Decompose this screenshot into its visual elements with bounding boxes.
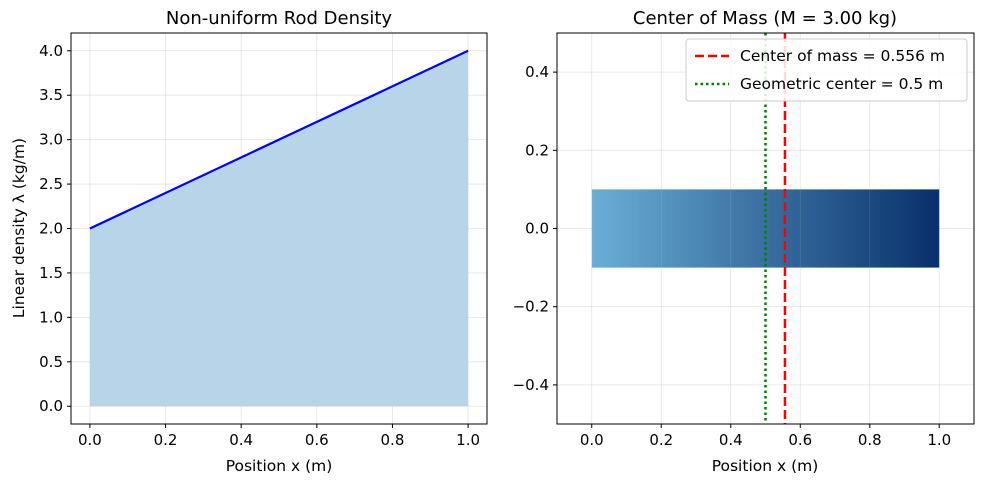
x-tick-label: 1.0 xyxy=(927,431,951,449)
legend-box xyxy=(685,38,968,102)
x-tick-label: 0.2 xyxy=(154,431,178,449)
x-tick-label: 0.8 xyxy=(858,431,882,449)
y-axis-ticks: 0.0 0.5 1.0 1.5 2.0 2.5 3.0 3.5 4.0 xyxy=(39,42,71,415)
y-tick-label: 0.0 xyxy=(39,397,63,415)
y-tick-label: 1.5 xyxy=(39,264,63,282)
y-tick-label: 3.5 xyxy=(39,86,63,104)
x-tick-label: 0.4 xyxy=(719,431,743,449)
chart-title: Center of Mass (M = 3.00 kg) xyxy=(633,8,897,29)
x-tick-label: 0.4 xyxy=(229,431,253,449)
y-tick-label: 1.0 xyxy=(39,308,63,326)
x-tick-label: 0.8 xyxy=(381,431,405,449)
plot-marks xyxy=(591,33,940,424)
density-line xyxy=(89,49,469,230)
x-axis-label: Position x (m) xyxy=(712,457,819,475)
y-tick-label: 4.0 xyxy=(39,42,63,60)
x-tick-label: 0.0 xyxy=(78,431,102,449)
x-axis-label: Position x (m) xyxy=(226,457,333,475)
x-tick-label: 0.2 xyxy=(649,431,673,449)
x-tick-label: 0.0 xyxy=(580,431,604,449)
y-tick-label: 0.5 xyxy=(39,353,63,371)
legend-label-center-of-mass: Center of mass = 0.556 m xyxy=(740,47,945,65)
x-tick-label: 0.6 xyxy=(305,431,329,449)
density-plot: 0.0 0.2 0.4 0.6 0.8 1.0 0.0 0.5 1.0 1.5 2.0 2.5 3.0… xyxy=(10,8,488,475)
y-tick-label: 3.0 xyxy=(39,131,63,149)
legend: Center of mass = 0.556 m Geometric cente… xyxy=(685,38,968,102)
y-axis-label: Linear density λ (kg/m) xyxy=(10,138,28,318)
x-tick-label: 0.6 xyxy=(788,431,812,449)
rod xyxy=(591,189,940,268)
density-area xyxy=(89,50,469,407)
y-tick-label: 0.2 xyxy=(525,141,549,159)
chart-title: Non-uniform Rod Density xyxy=(166,8,393,29)
center-of-mass-plot: 0.0 0.2 0.4 0.6 0.8 1.0 −0.4 −0.2 0.0 0.2 0.4 Cen… xyxy=(513,8,975,475)
y-tick-label: 0.0 xyxy=(525,220,549,238)
x-axis-ticks: 0.0 0.2 0.4 0.6 0.8 1.0 xyxy=(580,424,951,449)
x-tick-label: 1.0 xyxy=(456,431,480,449)
legend-label-geometric-center: Geometric center = 0.5 m xyxy=(740,75,943,93)
y-axis-ticks: −0.4 −0.2 0.0 0.2 0.4 xyxy=(513,63,557,394)
y-tick-label: −0.4 xyxy=(513,376,549,394)
plot-marks xyxy=(89,49,469,407)
y-tick-label: 0.4 xyxy=(525,63,549,81)
y-tick-label: 2.5 xyxy=(39,175,63,193)
y-tick-label: 2.0 xyxy=(39,220,63,238)
x-axis-ticks: 0.0 0.2 0.4 0.6 0.8 1.0 xyxy=(78,424,480,449)
y-tick-label: −0.2 xyxy=(513,298,549,316)
